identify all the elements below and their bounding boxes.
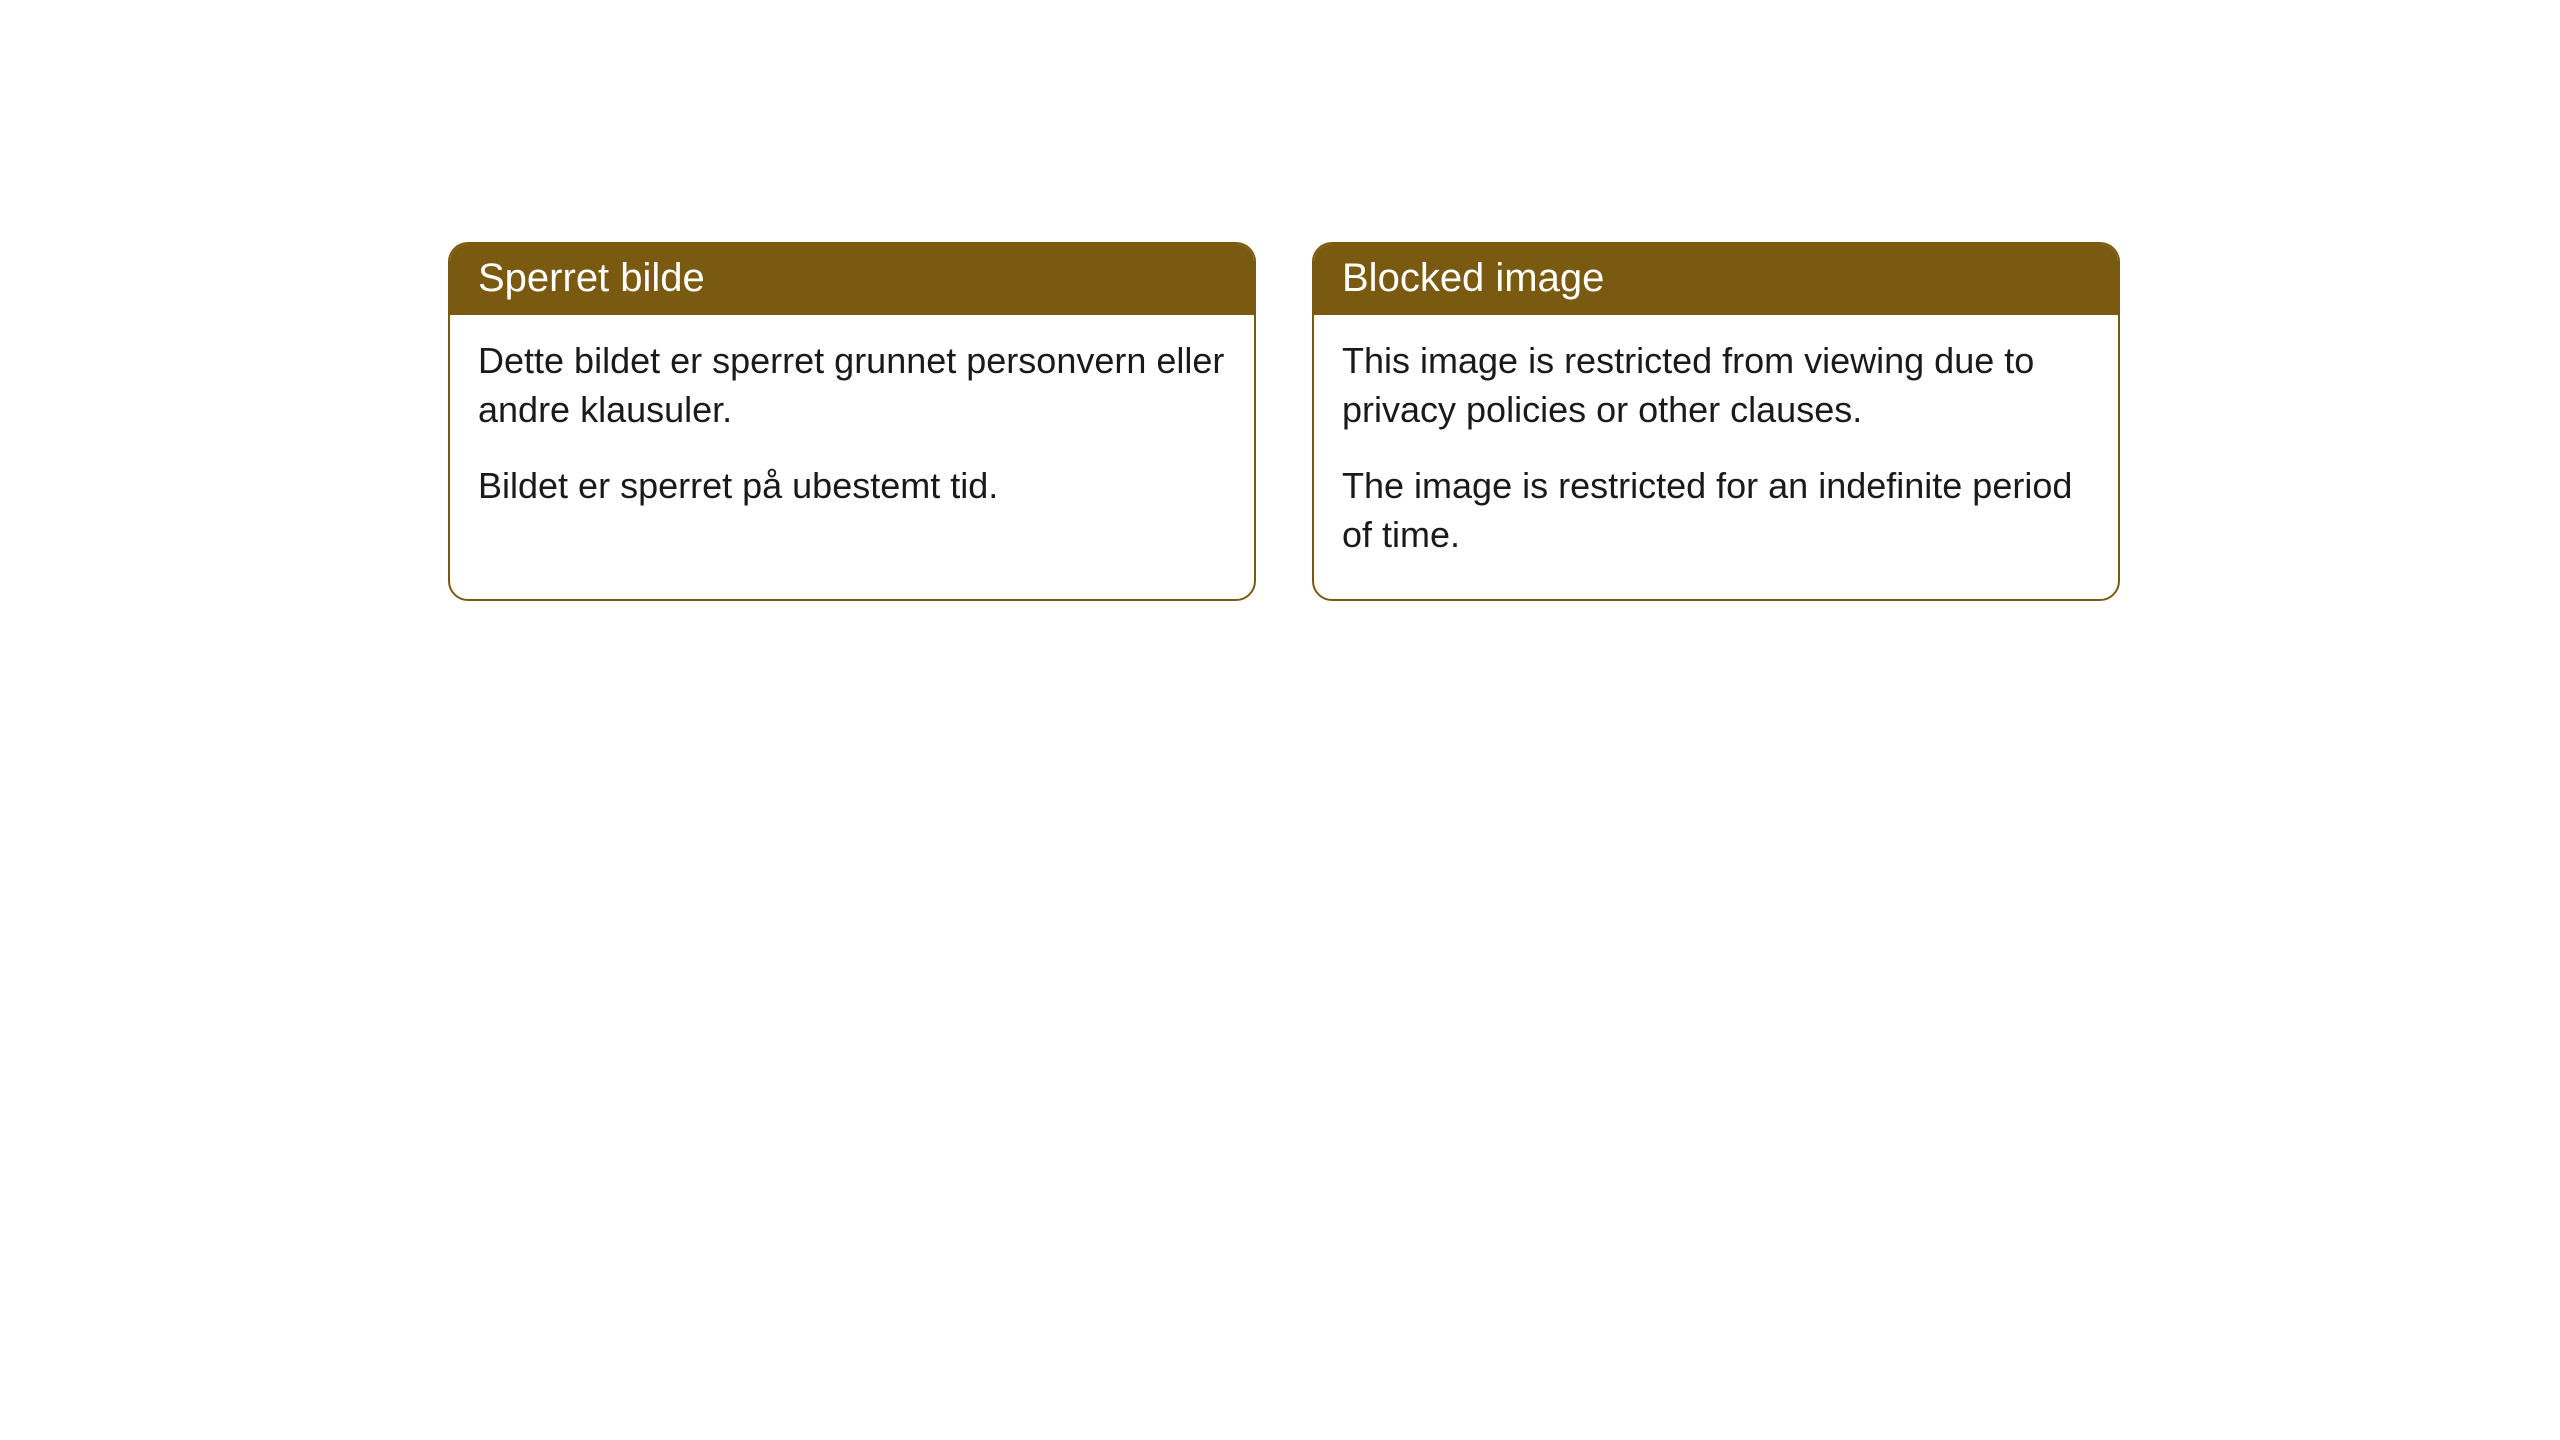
card-header-english: Blocked image [1314, 244, 2118, 315]
card-paragraph2-norwegian: Bildet er sperret på ubestemt tid. [478, 462, 1226, 511]
card-english: Blocked image This image is restricted f… [1312, 242, 2120, 601]
card-body-english: This image is restricted from viewing du… [1314, 315, 2118, 599]
card-paragraph2-english: The image is restricted for an indefinit… [1342, 462, 2090, 559]
card-paragraph1-norwegian: Dette bildet er sperret grunnet personve… [478, 337, 1226, 434]
card-header-norwegian: Sperret bilde [450, 244, 1254, 315]
card-title-english: Blocked image [1342, 256, 1604, 300]
card-title-norwegian: Sperret bilde [478, 256, 705, 300]
card-norwegian: Sperret bilde Dette bildet er sperret gr… [448, 242, 1256, 601]
card-body-norwegian: Dette bildet er sperret grunnet personve… [450, 315, 1254, 551]
cards-container: Sperret bilde Dette bildet er sperret gr… [448, 242, 2120, 601]
card-paragraph1-english: This image is restricted from viewing du… [1342, 337, 2090, 434]
